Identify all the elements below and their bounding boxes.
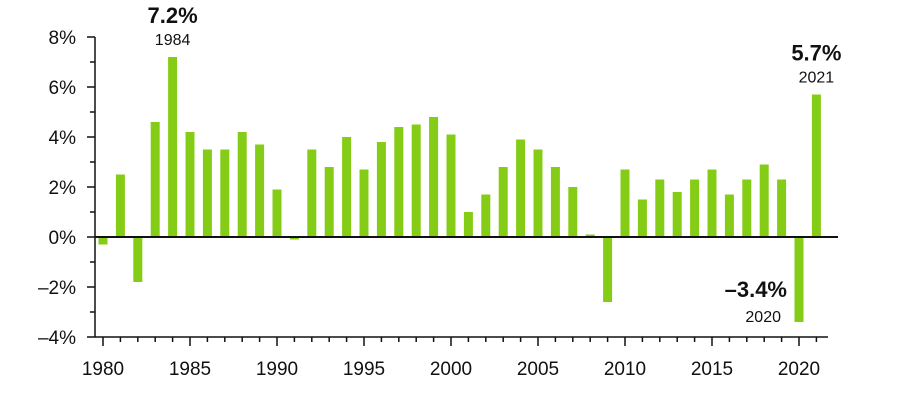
bar-2010 (620, 169, 630, 237)
bar-2015 (707, 169, 717, 237)
bar-2005 (533, 149, 543, 237)
bar-2006 (550, 167, 560, 237)
bar-1998 (411, 124, 421, 237)
x-tick-label: 1995 (343, 359, 385, 380)
x-tick-label: 2010 (604, 359, 646, 380)
labels-group: –4% –2% 0% 2% 4% 6% 8% 1980 1985 1990 1995 2000 2005… (38, 28, 820, 380)
annotation-year-2021: 2021 (799, 70, 835, 87)
y-tick-label: 6% (49, 78, 77, 99)
bar-1988 (237, 132, 247, 237)
bar-1994 (342, 137, 352, 237)
y-tick-label: 2% (49, 178, 77, 199)
bar-1991 (289, 237, 299, 240)
bar-1981 (115, 174, 125, 237)
bar-2007 (568, 187, 578, 237)
bars-group (98, 57, 821, 322)
bar-1992 (307, 149, 317, 237)
bar-2013 (672, 192, 682, 237)
bar-1982 (133, 237, 143, 282)
bar-2001 (463, 212, 473, 237)
bar-2014 (690, 179, 700, 237)
bar-2017 (742, 179, 752, 237)
bar-2008 (585, 234, 595, 237)
y-tick-label: –4% (38, 328, 76, 349)
bar-2004 (516, 139, 526, 237)
bar-2012 (655, 179, 665, 237)
bar-1996 (376, 142, 386, 237)
annotation-value-2020: –3.4% (725, 277, 787, 302)
axes-group (87, 36, 838, 346)
y-tick-label: 0% (49, 228, 77, 249)
bar-2019 (777, 179, 787, 237)
annotation-year-1984: 1984 (155, 32, 191, 49)
annotation-year-2020: 2020 (745, 309, 781, 326)
x-tick-label: 2020 (778, 359, 820, 380)
bar-2003 (498, 167, 508, 237)
x-tick-label: 1980 (82, 359, 124, 380)
bar-1995 (359, 169, 369, 237)
annotation-value-1984: 7.2% (148, 3, 198, 28)
x-tick-label: 1985 (169, 359, 211, 380)
x-tick-label: 2000 (430, 359, 472, 380)
bar-1983 (150, 122, 160, 237)
x-tick-label: 2015 (691, 359, 733, 380)
bar-1980 (98, 237, 108, 245)
bar-1997 (394, 127, 404, 237)
bar-1987 (220, 149, 230, 237)
bar-2018 (759, 164, 769, 237)
bar-2021 (811, 94, 821, 237)
x-tick-label: 1990 (256, 359, 298, 380)
y-tick-label: 4% (49, 128, 77, 149)
annotations-group: 7.2% 1984 5.7% 2021 –3.4% 2020 (148, 3, 842, 326)
bar-2009 (603, 237, 613, 302)
bar-1984 (168, 57, 178, 237)
bar-1989 (255, 144, 265, 237)
bar-2002 (481, 194, 491, 237)
x-tick-label: 2005 (517, 359, 559, 380)
annotation-value-2021: 5.7% (791, 41, 841, 66)
bar-1993 (324, 167, 334, 237)
bar-2020 (794, 237, 804, 322)
y-tick-label: 8% (49, 28, 77, 49)
bar-2016 (724, 194, 734, 237)
y-tick-label: –2% (38, 278, 76, 299)
bar-1985 (185, 132, 195, 237)
bar-1986 (202, 149, 212, 237)
bar-2000 (446, 134, 456, 237)
bar-1990 (272, 189, 282, 237)
bar-1999 (429, 117, 439, 237)
bar-2011 (637, 199, 647, 237)
